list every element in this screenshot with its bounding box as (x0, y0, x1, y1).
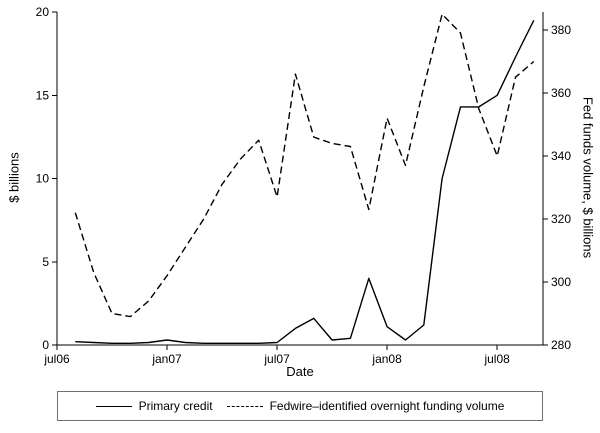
right-tick-label: 320 (551, 212, 571, 226)
x-tick-label: jul06 (43, 352, 70, 366)
right-y-axis-title: Fed funds volume, $ billions (580, 96, 596, 259)
legend: Primary credit Fedwire–identified overni… (57, 391, 543, 421)
right-tick-label: 340 (551, 149, 571, 163)
left-tick-label: 20 (36, 5, 50, 19)
x-tick-label: jan07 (151, 352, 182, 366)
x-tick-label: jul08 (483, 352, 510, 366)
left-tick-label: 10 (36, 172, 50, 186)
legend-label-primary-credit: Primary credit (138, 399, 213, 413)
x-axis-title: Date (286, 364, 314, 379)
left-tick-label: 15 (36, 88, 50, 102)
left-tick-label: 0 (42, 338, 49, 352)
x-tick-label: jul07 (263, 352, 290, 366)
right-tick-label: 380 (551, 23, 571, 37)
dashed-line-sample-icon (226, 405, 263, 407)
primary-credit-line (75, 19, 535, 344)
left-y-axis-title: $ billions (6, 152, 22, 203)
solid-line-sample-icon (95, 405, 132, 407)
x-tick-label: jan08 (371, 352, 402, 366)
right-tick-label: 360 (551, 86, 571, 100)
fedwire-volume-line (74, 13, 535, 318)
left-tick-label: 5 (42, 255, 49, 269)
right-tick-label: 300 (551, 275, 571, 289)
legend-label-fedwire: Fedwire–identified overnight funding vol… (269, 399, 505, 413)
right-tick-label: 280 (551, 338, 571, 352)
legend-item-fedwire: Fedwire–identified overnight funding vol… (226, 399, 505, 413)
legend-item-primary-credit: Primary credit (95, 399, 213, 413)
